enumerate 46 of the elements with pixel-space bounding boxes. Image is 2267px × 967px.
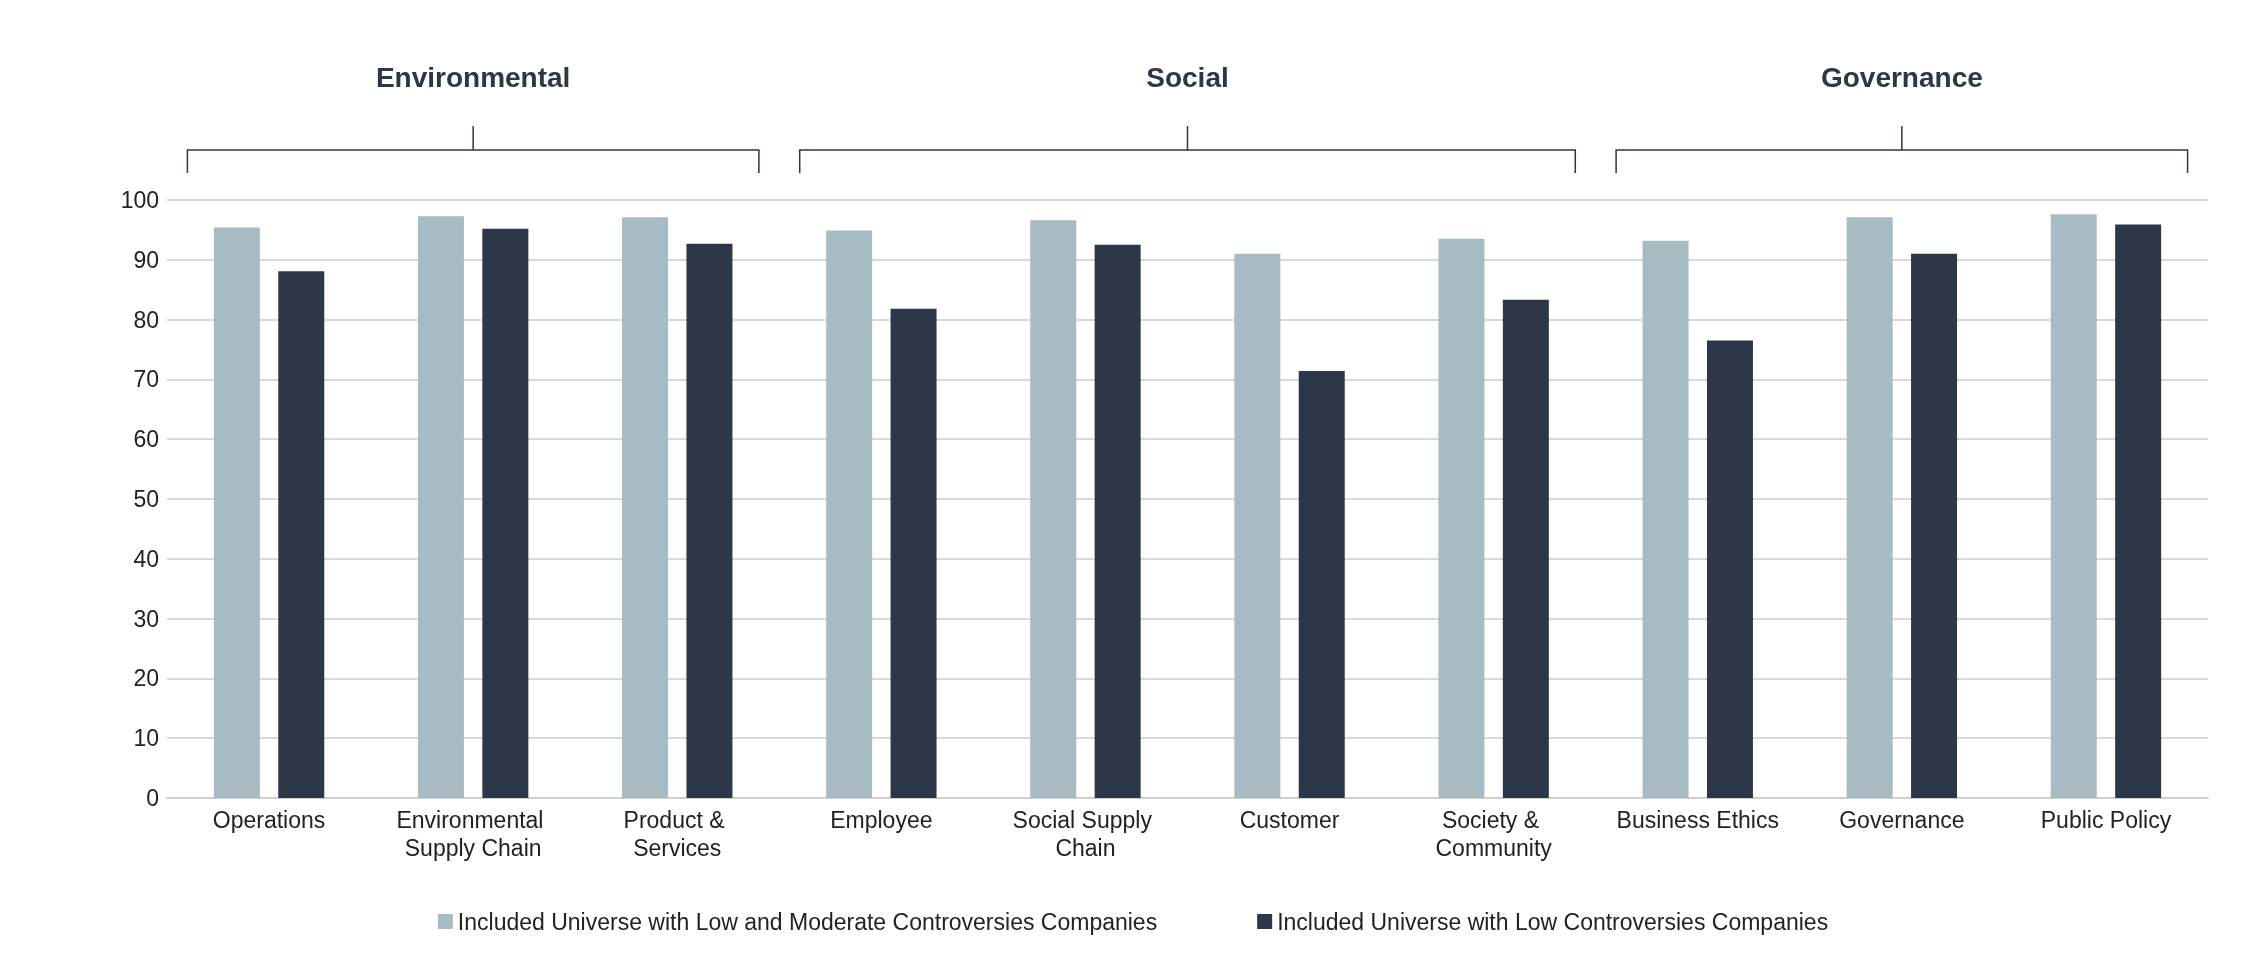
x-tick-label: Product & Services bbox=[623, 807, 731, 861]
x-tick-label: Social Supply Chain bbox=[1012, 807, 1159, 861]
y-tick-label: 0 bbox=[146, 785, 159, 811]
bar bbox=[1030, 220, 1077, 798]
bar bbox=[213, 227, 260, 798]
text: Environmental bbox=[375, 61, 571, 93]
text: Social bbox=[1146, 61, 1229, 93]
bar bbox=[1094, 244, 1141, 798]
bar bbox=[1642, 240, 1689, 798]
x-tick-label: Employee bbox=[830, 807, 933, 833]
legend-label: Included Universe with Low Controversies Companies bbox=[1277, 908, 1829, 935]
bar bbox=[622, 217, 669, 798]
text: Governance bbox=[1820, 61, 1983, 93]
x-tick-label: Business Ethics bbox=[1616, 807, 1779, 833]
bar bbox=[2115, 224, 2162, 798]
bar bbox=[1234, 253, 1281, 798]
y-tick-label: 60 bbox=[133, 426, 159, 453]
bar bbox=[1911, 253, 1958, 798]
bar bbox=[1846, 217, 1893, 798]
bar bbox=[1298, 371, 1345, 798]
x-tick-label: Governance bbox=[1839, 807, 1965, 833]
bar bbox=[826, 230, 873, 798]
y-tick-label: 50 bbox=[133, 486, 159, 512]
bar bbox=[1438, 238, 1485, 798]
legend-label: Included Universe with Low and Moderate Controversies Companies bbox=[457, 908, 1158, 935]
bar bbox=[2050, 214, 2097, 798]
y-tick-label: 80 bbox=[133, 306, 159, 333]
x-tick-label: Environmental Supply Chain bbox=[396, 807, 550, 861]
bar bbox=[890, 308, 937, 798]
bar bbox=[482, 228, 529, 798]
y-tick-label: 100 bbox=[120, 187, 159, 213]
y-tick-label: 70 bbox=[133, 366, 159, 393]
y-tick-label: 90 bbox=[133, 246, 159, 273]
bar bbox=[686, 243, 733, 798]
bar bbox=[278, 271, 325, 798]
y-tick-label: 20 bbox=[133, 665, 159, 692]
x-tick-label: Society & Community bbox=[1435, 807, 1553, 861]
x-tick-label: Operations bbox=[212, 807, 326, 833]
x-tick-label: Public Policy bbox=[2040, 807, 2172, 833]
y-tick-label: 10 bbox=[133, 725, 159, 752]
bar bbox=[417, 216, 464, 798]
bar bbox=[1502, 299, 1549, 798]
bar bbox=[1706, 340, 1753, 798]
x-tick-label: Customer bbox=[1239, 807, 1340, 833]
y-tick-label: 40 bbox=[133, 545, 159, 572]
y-tick-label: 30 bbox=[133, 605, 159, 632]
